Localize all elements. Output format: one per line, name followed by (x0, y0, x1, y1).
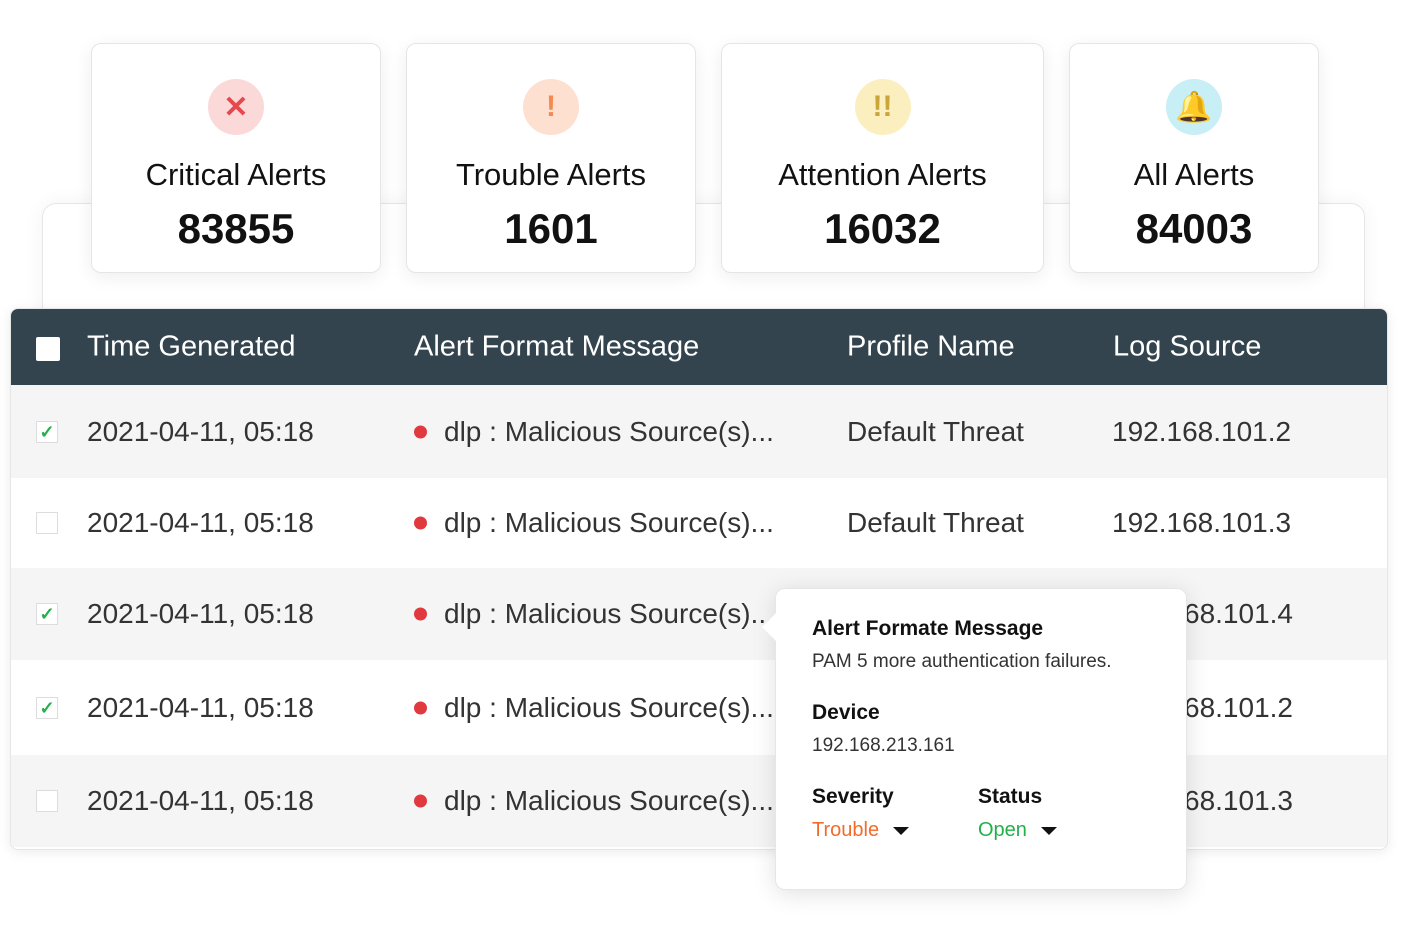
alert-message[interactable]: dlp : Malicious Source(s)... (444, 507, 774, 538)
bell-icon: 🔔 (1166, 79, 1222, 135)
header-alert-format-message[interactable]: Alert Format Message (414, 330, 700, 363)
alert-message[interactable]: dlp : Malicious Source(s)... (444, 691, 774, 723)
alert-detail-popover: Alert Formate Message PAM 5 more authent… (762, 588, 1187, 890)
time-generated: 2021-04-11, 05:18 (87, 598, 314, 629)
severity-value: Trouble (812, 819, 880, 841)
time-generated: 2021-04-11, 05:18 (87, 415, 314, 447)
header-profile-name[interactable]: Profile Name (847, 330, 1015, 363)
alert-message[interactable]: dlp : Malicious Source(s)... (444, 785, 774, 816)
log-source: 68.101.4 (1184, 598, 1293, 629)
critical-dot-icon (414, 607, 427, 621)
row-checkbox[interactable] (36, 790, 58, 812)
caret-down-icon (1040, 826, 1057, 835)
device-label: Device (812, 701, 880, 724)
log-source: 192.168.101.3 (1112, 507, 1292, 538)
all-alerts-card[interactable]: 🔔 All Alerts 84003 (1069, 43, 1319, 273)
attention-alerts-card[interactable]: !! Attention Alerts 16032 (721, 43, 1044, 273)
time-generated: 2021-04-11, 05:18 (87, 507, 314, 538)
log-source: 68.101.3 (1184, 785, 1293, 816)
row-checkbox[interactable]: ✓ (36, 603, 58, 625)
select-all-checkbox[interactable] (36, 337, 60, 361)
double-exclamation-icon: !! (854, 79, 911, 135)
time-generated: 2021-04-11, 05:18 (87, 785, 314, 816)
message-value: PAM 5 more authentication failures. (812, 651, 1112, 672)
alerts-table: Time Generated Alert Format Message Prof… (10, 308, 1388, 850)
status-dropdown[interactable]: Open (978, 819, 1057, 842)
status-value: Open (978, 819, 1027, 841)
status-label: Status (978, 785, 1043, 808)
row-checkbox[interactable]: ✓ (36, 696, 58, 719)
row-checkbox[interactable] (36, 512, 58, 534)
row-checkbox[interactable]: ✓ (36, 420, 58, 443)
card-label: Attention Alerts (778, 157, 987, 192)
header-log-source[interactable]: Log Source (1113, 330, 1262, 363)
critical-dot-icon (414, 425, 427, 438)
severity-label: Severity (812, 785, 894, 808)
table-row[interactable]: ✓ 2021-04-11, 05:18 dlp : Malicious Sour… (11, 385, 1387, 478)
card-count: 84003 (1135, 205, 1253, 252)
caret-down-icon (893, 826, 910, 835)
card-label: Critical Alerts (145, 157, 327, 192)
card-count: 1601 (504, 205, 598, 252)
alert-message[interactable]: dlp : Malicious Source(s)... (444, 415, 774, 447)
severity-dropdown[interactable]: Trouble (812, 819, 910, 842)
critical-dot-icon (414, 701, 427, 714)
table-row[interactable]: 2021-04-11, 05:18 dlp : Malicious Source… (11, 478, 1387, 568)
card-count: 83855 (177, 205, 295, 252)
critical-dot-icon (414, 794, 427, 808)
table-header: Time Generated Alert Format Message Prof… (11, 309, 1387, 385)
log-source: 68.101.2 (1184, 691, 1293, 723)
x-icon: ✕ (208, 79, 264, 135)
device-value: 192.168.213.161 (812, 735, 955, 756)
time-generated: 2021-04-11, 05:18 (87, 691, 314, 723)
trouble-alerts-card[interactable]: ! Trouble Alerts 1601 (406, 43, 696, 273)
message-label: Alert Formate Message (812, 617, 1044, 640)
critical-dot-icon (414, 516, 427, 530)
profile-name: Default Threat (847, 415, 1024, 447)
log-source: 192.168.101.2 (1112, 415, 1292, 447)
profile-name: Default Threat (847, 507, 1024, 538)
header-time-generated[interactable]: Time Generated (87, 330, 296, 363)
card-count: 16032 (824, 205, 941, 252)
exclamation-icon: ! (523, 79, 579, 135)
critical-alerts-card[interactable]: ✕ Critical Alerts 83855 (91, 43, 381, 273)
card-label: All Alerts (1133, 157, 1255, 192)
alert-message[interactable]: dlp : Malicious Source(s)... (444, 598, 774, 629)
card-label: Trouble Alerts (455, 157, 647, 192)
